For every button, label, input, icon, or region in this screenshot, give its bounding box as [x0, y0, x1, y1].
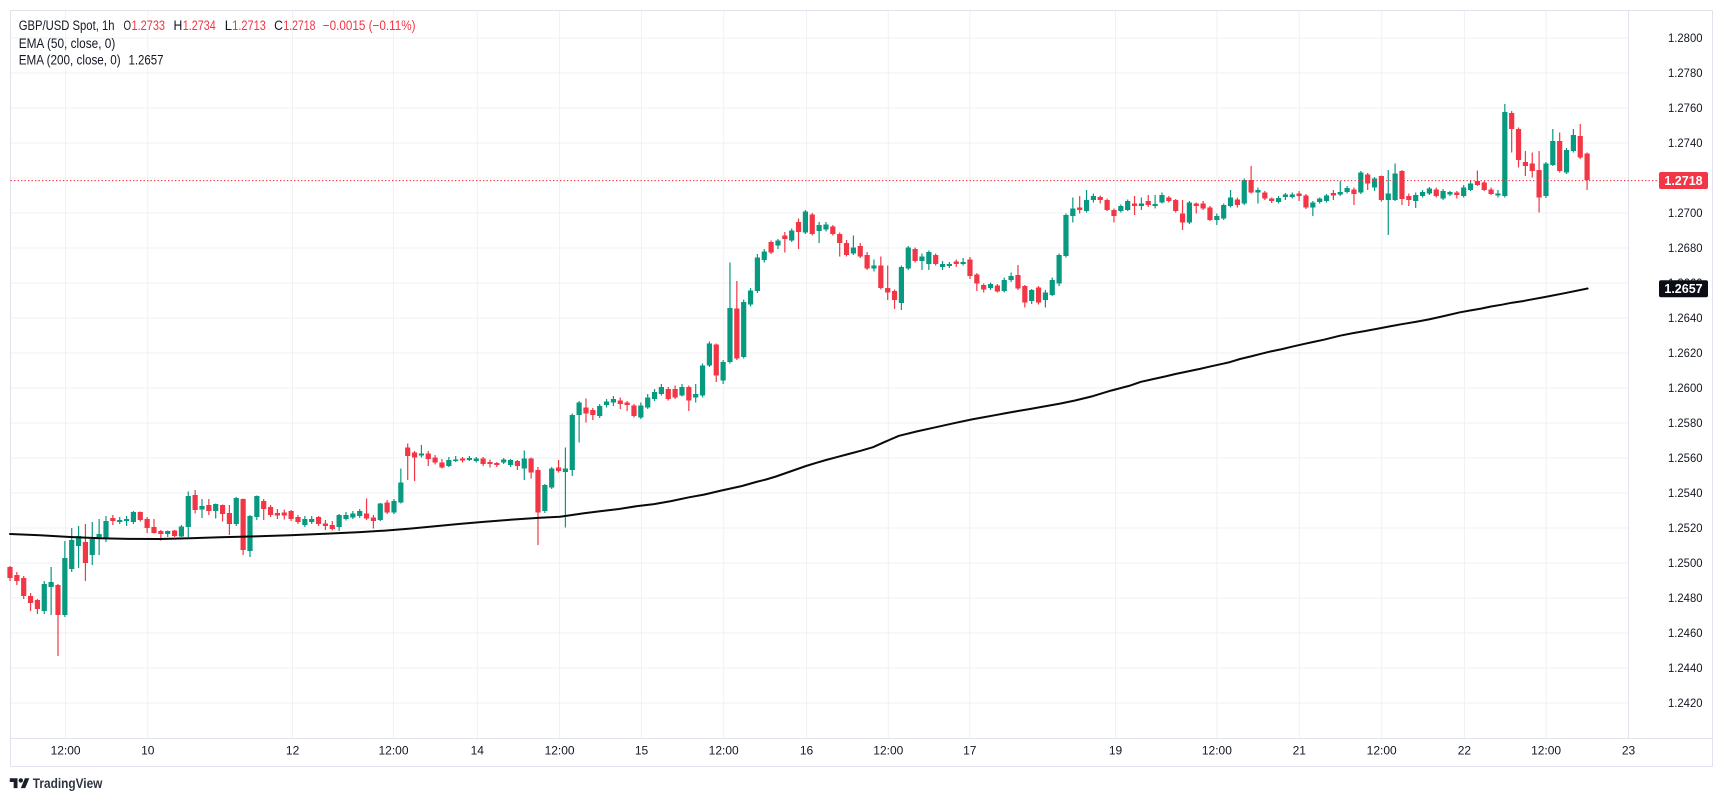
svg-text:22: 22 — [1458, 744, 1472, 758]
svg-text:12:00: 12:00 — [545, 744, 575, 758]
svg-text:12:00: 12:00 — [1202, 744, 1232, 758]
svg-text:1.2734: 1.2734 — [183, 18, 216, 33]
svg-text:1.2600: 1.2600 — [1668, 381, 1703, 395]
svg-text:21: 21 — [1293, 744, 1307, 758]
svg-text:19: 19 — [1109, 744, 1123, 758]
svg-text:12:00: 12:00 — [51, 744, 81, 758]
svg-text:12:00: 12:00 — [1531, 744, 1561, 758]
svg-text:1.2657: 1.2657 — [1664, 282, 1702, 296]
svg-text:1.2440: 1.2440 — [1668, 661, 1703, 675]
svg-text:1.2500: 1.2500 — [1668, 556, 1703, 570]
svg-text:O: O — [124, 18, 132, 33]
svg-text:1.2540: 1.2540 — [1668, 486, 1703, 500]
svg-text:1.2740: 1.2740 — [1668, 136, 1703, 150]
svg-text:1.2640: 1.2640 — [1668, 311, 1703, 325]
svg-text:−0.0015 (−0.11%): −0.0015 (−0.11%) — [323, 18, 416, 33]
svg-text:12:00: 12:00 — [873, 744, 903, 758]
svg-text:C: C — [274, 18, 283, 33]
svg-text:12:00: 12:00 — [378, 744, 408, 758]
svg-text:EMA (50, close, 0): EMA (50, close, 0) — [19, 36, 116, 51]
svg-text:23: 23 — [1622, 744, 1636, 758]
svg-text:1.2700: 1.2700 — [1668, 206, 1703, 220]
svg-text:1.2657: 1.2657 — [129, 52, 164, 67]
svg-text:1.2420: 1.2420 — [1668, 696, 1703, 710]
svg-text:10: 10 — [141, 744, 155, 758]
svg-text:1.2733: 1.2733 — [132, 18, 166, 33]
svg-text:1.2680: 1.2680 — [1668, 241, 1703, 255]
svg-text:1.2713: 1.2713 — [232, 18, 265, 33]
svg-text:1.2520: 1.2520 — [1668, 521, 1703, 535]
svg-text:12:00: 12:00 — [709, 744, 739, 758]
svg-text:1.2780: 1.2780 — [1668, 66, 1703, 80]
svg-text:1.2718: 1.2718 — [1664, 174, 1702, 188]
svg-text:12: 12 — [286, 744, 300, 758]
svg-text:1.2620: 1.2620 — [1668, 346, 1703, 360]
svg-text:14: 14 — [471, 744, 485, 758]
svg-text:1.2560: 1.2560 — [1668, 451, 1703, 465]
svg-text:L: L — [225, 18, 233, 33]
svg-text:17: 17 — [963, 744, 977, 758]
svg-text:15: 15 — [635, 744, 649, 758]
svg-text:16: 16 — [800, 744, 814, 758]
svg-text:TradingView: TradingView — [33, 776, 103, 791]
svg-text:GBP/USD Spot, 1h: GBP/USD Spot, 1h — [19, 18, 115, 33]
svg-text:1.2718: 1.2718 — [283, 18, 315, 33]
svg-text:EMA (200, close, 0): EMA (200, close, 0) — [19, 52, 121, 67]
svg-text:1.2580: 1.2580 — [1668, 416, 1703, 430]
svg-text:1.2460: 1.2460 — [1668, 626, 1703, 640]
svg-text:1.2480: 1.2480 — [1668, 591, 1703, 605]
svg-text:1.2760: 1.2760 — [1668, 101, 1703, 115]
svg-text:1.2800: 1.2800 — [1668, 31, 1703, 45]
svg-text:12:00: 12:00 — [1367, 744, 1397, 758]
svg-text:H: H — [174, 18, 183, 33]
